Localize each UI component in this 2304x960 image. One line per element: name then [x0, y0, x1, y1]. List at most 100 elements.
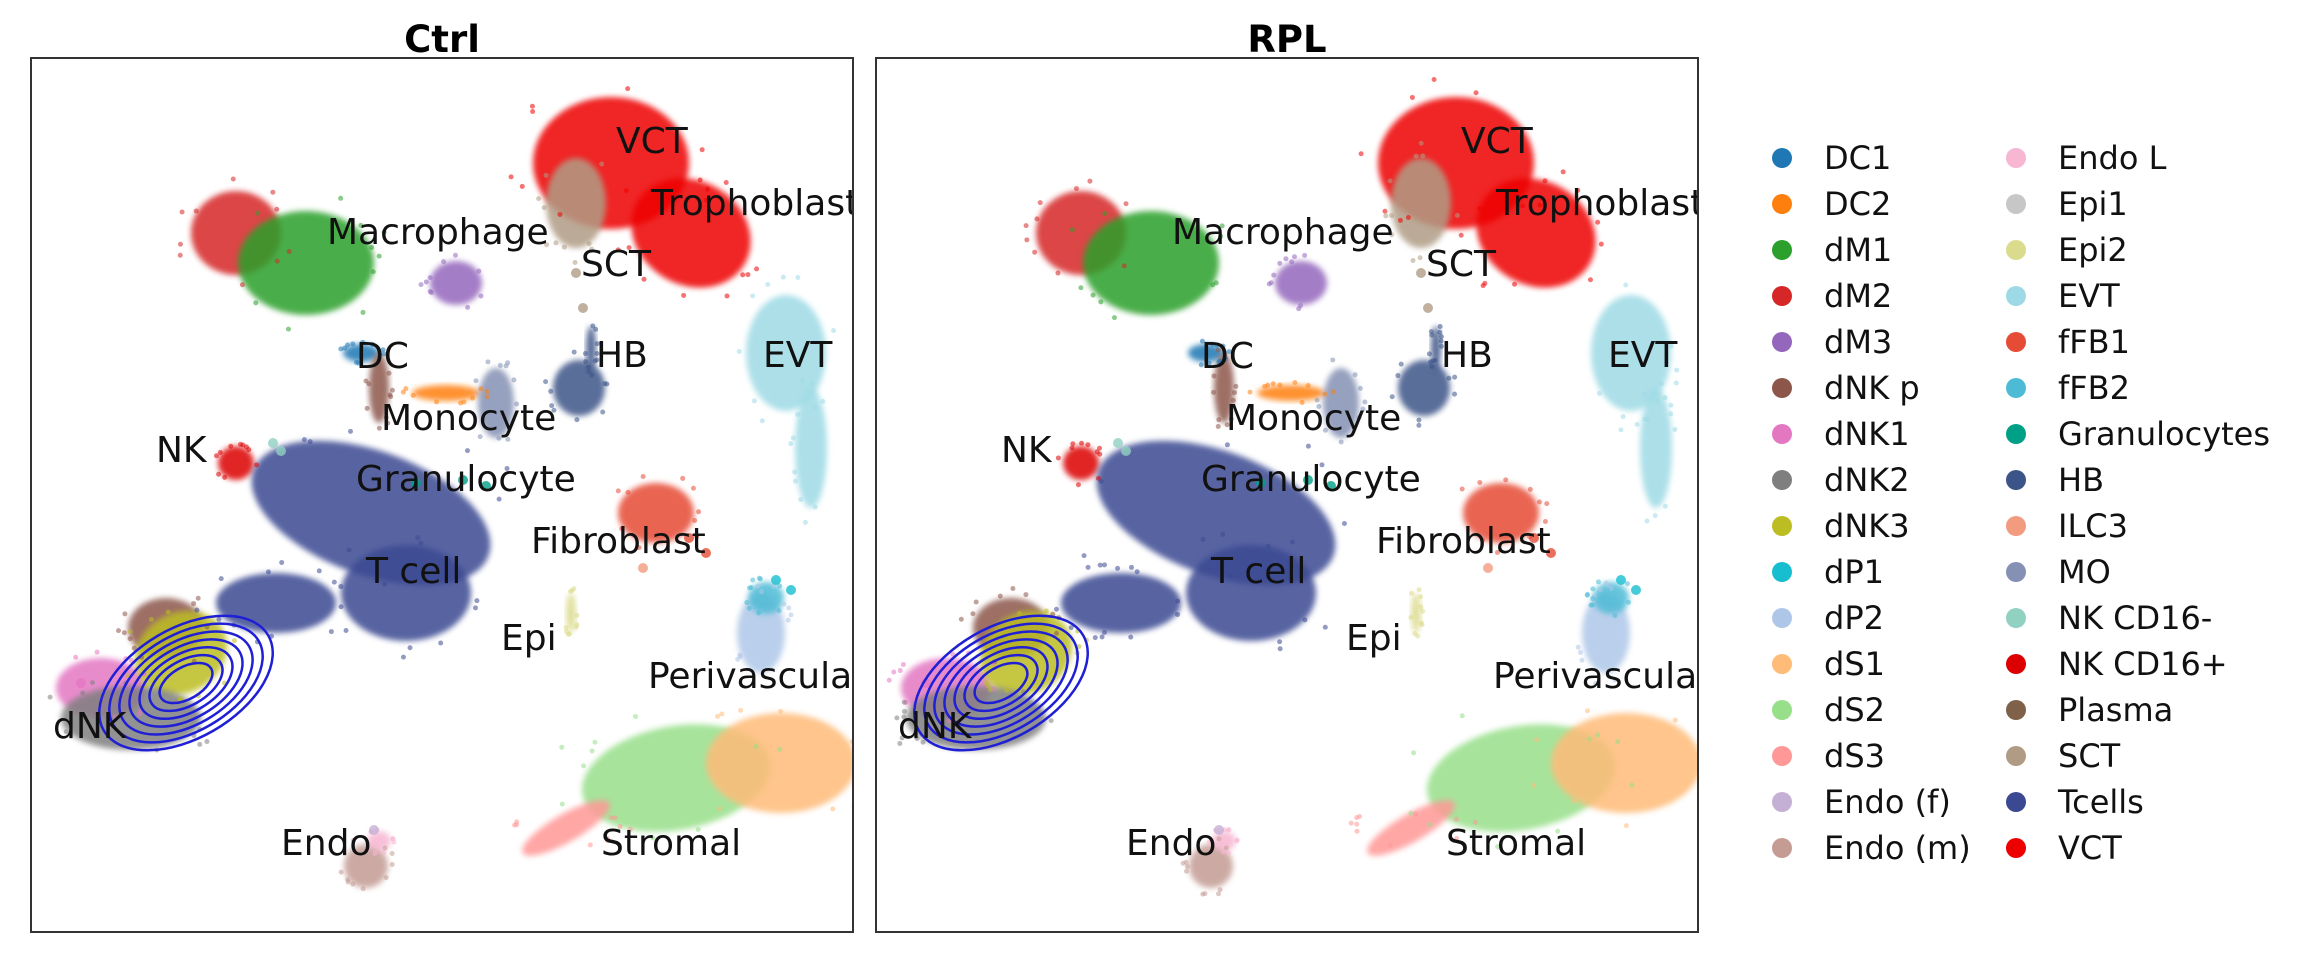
- density-contour-line: [98, 614, 274, 752]
- point-sct: [599, 161, 605, 167]
- density-contour-line: [943, 638, 1059, 728]
- cluster-label: EVT: [763, 335, 833, 376]
- point-tcells: [1129, 564, 1135, 570]
- point-vct: [1575, 187, 1581, 193]
- point-endo-l: [1220, 849, 1226, 855]
- legend-item: NK CD16-: [2006, 599, 2212, 637]
- point-hb: [1437, 329, 1443, 335]
- point-tcells: [338, 584, 344, 590]
- point-hb: [543, 379, 549, 385]
- legend-marker: [1772, 148, 1792, 168]
- point-sct: [1416, 268, 1426, 278]
- point-tcells: [301, 437, 307, 443]
- point-vct: [740, 272, 746, 278]
- point-dp2: [1608, 585, 1614, 591]
- point-dm2: [193, 208, 199, 214]
- point-dnk2: [197, 741, 203, 747]
- point-dnk-p: [127, 636, 133, 642]
- point-dm2: [1034, 216, 1040, 222]
- point-tcells: [346, 547, 352, 553]
- point-nk-cd16-: [217, 449, 223, 455]
- point-mo: [1322, 427, 1328, 433]
- legend-item: Tcells: [2006, 783, 2144, 821]
- point-tcells: [1200, 536, 1206, 542]
- legend-item: dM2: [1772, 277, 1892, 315]
- legend: DC1 DC2 dM1 dM2 dM3 dNK p dNK1 dNK2 dNK3 dP1 dP2 dS…: [1772, 139, 2270, 867]
- legend-marker: [2006, 240, 2026, 260]
- point-dm3: [1302, 252, 1308, 258]
- point-vct: [508, 174, 514, 180]
- point-dm3: [1266, 281, 1272, 287]
- point-ds1: [1531, 782, 1537, 788]
- point-mo: [1338, 439, 1344, 445]
- point-dp2: [1603, 580, 1609, 586]
- point-granulocytes: [1326, 481, 1336, 491]
- point-dnk2: [901, 699, 907, 705]
- cluster-dc1: [1188, 344, 1224, 362]
- point-dm2: [1073, 186, 1079, 192]
- point-dm1: [1102, 210, 1108, 216]
- point-vct: [529, 103, 535, 109]
- cluster-dm3: [1275, 261, 1327, 305]
- legend-marker: [1772, 424, 1792, 444]
- point-dp2: [785, 617, 791, 623]
- point-epi2: [1409, 590, 1415, 596]
- point-evt: [820, 398, 826, 404]
- point-dm2: [1024, 237, 1030, 243]
- point-ffb1: [1544, 501, 1550, 507]
- point-tcells: [1085, 564, 1091, 570]
- point-tcells: [328, 629, 334, 635]
- cluster-label: Perivascular: [648, 656, 867, 697]
- point-dc2: [1262, 383, 1268, 389]
- point-evt: [799, 378, 805, 384]
- point-evt: [1672, 426, 1678, 432]
- cluster-dm1: [1083, 211, 1219, 315]
- cluster-hb: [586, 326, 596, 370]
- point-dm3: [1289, 259, 1295, 265]
- point-dm2: [230, 176, 236, 182]
- point-vct: [1405, 214, 1411, 220]
- point-vct: [623, 188, 629, 194]
- legend-marker: [1772, 332, 1792, 352]
- dots-ctrl: [47, 86, 853, 892]
- point-tcells: [279, 559, 285, 565]
- point-vct: [754, 266, 760, 272]
- point-nk-cd16-: [243, 444, 249, 450]
- point-endo-f-: [1214, 825, 1224, 835]
- point-hb: [1395, 373, 1401, 379]
- point-dc2: [1322, 391, 1328, 397]
- point-dnk-p: [1210, 389, 1216, 395]
- point-ds1: [717, 806, 723, 812]
- point-dp2: [1593, 680, 1599, 686]
- point-vct: [681, 292, 687, 298]
- point-hb: [549, 403, 555, 409]
- legend-marker: [2006, 378, 2026, 398]
- point-vct: [723, 179, 729, 185]
- cluster-label: VCT: [1461, 121, 1534, 162]
- point-granulocytes: [481, 481, 491, 491]
- point-ffb1: [1459, 486, 1465, 492]
- cluster-endo-l: [1212, 831, 1236, 851]
- point-mo: [505, 436, 511, 442]
- point-ffb2: [1590, 586, 1596, 592]
- legend-marker: [2006, 194, 2026, 214]
- point-ds3: [1348, 820, 1354, 826]
- cluster-label: T cell: [1210, 551, 1306, 592]
- point-ds1: [1534, 736, 1540, 742]
- point-hb: [590, 323, 596, 329]
- legend-marker: [1772, 838, 1792, 858]
- point-ds2: [1629, 782, 1635, 788]
- point-nk-cd16-: [1121, 446, 1131, 456]
- point-ds1: [1713, 757, 1718, 762]
- point-mo: [496, 435, 502, 441]
- point-ffb1: [696, 509, 702, 515]
- labels-rpl: VCT Trophoblast Macrophage SCT DC HB EVT Monocy…: [898, 121, 1698, 864]
- legend-item: EVT: [2006, 277, 2120, 315]
- point-dp2: [755, 584, 761, 590]
- point-dnk1: [112, 714, 118, 720]
- point-ds2: [1427, 822, 1433, 828]
- point-nk-cd16-: [1055, 455, 1061, 461]
- point-mo: [1352, 372, 1358, 378]
- point-ds2: [753, 744, 759, 750]
- point-dm1: [1078, 285, 1084, 291]
